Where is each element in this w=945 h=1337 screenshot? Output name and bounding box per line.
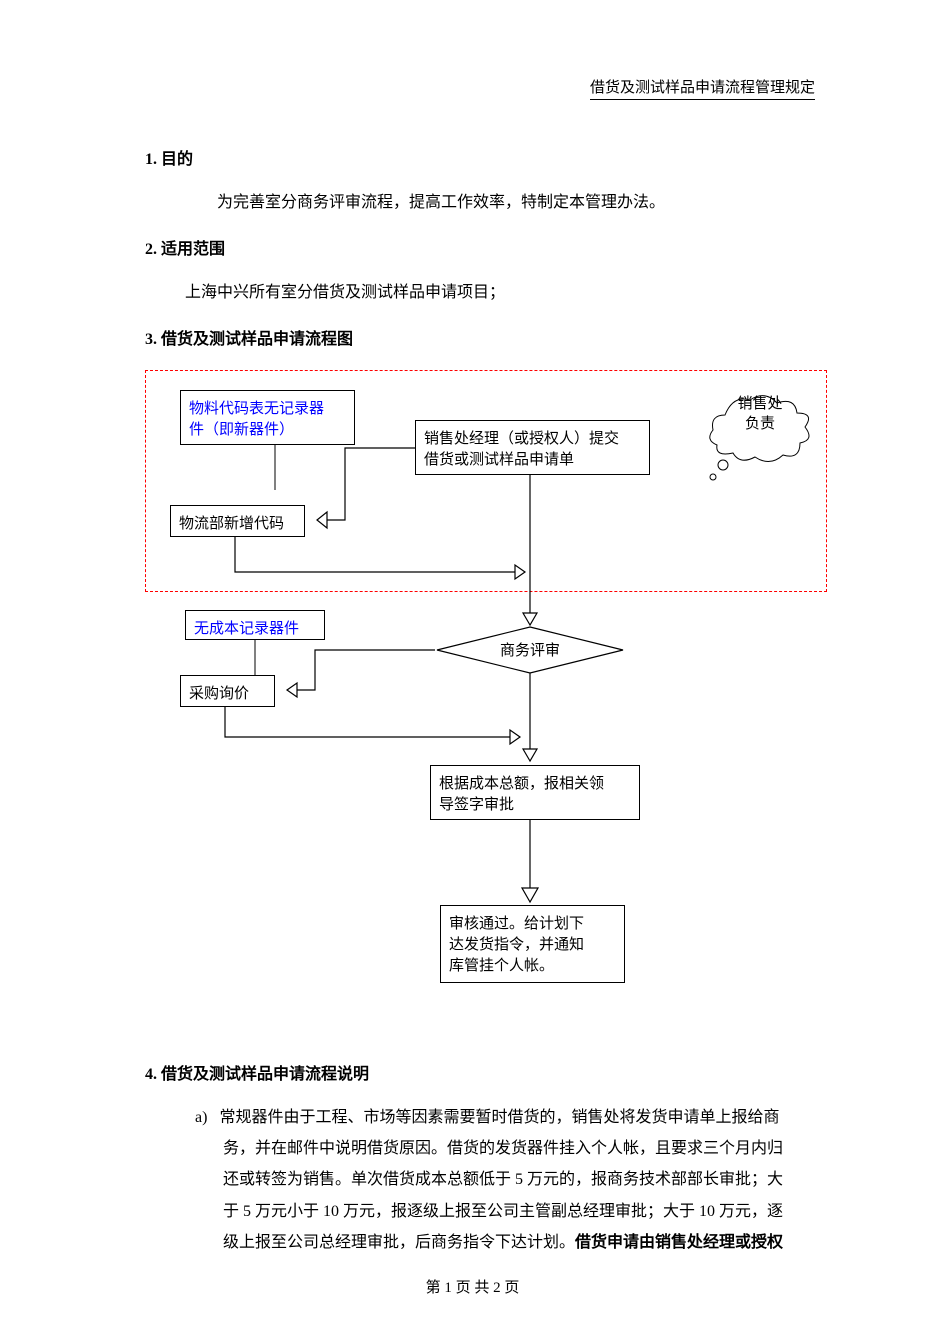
section-2-heading: 2. 适用范围 bbox=[145, 235, 225, 259]
flow-note-nocost: 无成本记录器件 bbox=[185, 610, 325, 640]
section-4a-line1: 常规器件由于工程、市场等因素需要暂时借货的，销售处将发货申请单上报给商 bbox=[219, 1109, 779, 1126]
flow-box-final: 审核通过。给计划下 达发货指令，并通知 库管挂个人帐。 bbox=[440, 905, 625, 983]
section-4a-line3: 还或转签为销售。单次借货成本总额低于 5 万元的，报商务技术部部长审批；大 bbox=[223, 1164, 783, 1195]
section-4a-line2: 务，并在邮件中说明借货原因。借货的发货器件挂入个人帐，且要求三个月内归 bbox=[223, 1133, 783, 1164]
footer-mid: 页 共 bbox=[456, 1280, 490, 1296]
section-3-heading: 3. 借货及测试样品申请流程图 bbox=[145, 325, 353, 349]
flow-cloud-text: 销售处 负责 bbox=[710, 385, 810, 440]
section-2-body: 上海中兴所有室分借货及测试样品申请项目； bbox=[185, 280, 805, 306]
flow-note-nocost-text: 无成本记录器件 bbox=[194, 621, 299, 637]
flow-note-new-item-line2: 件（即新器件） bbox=[189, 418, 346, 439]
section-4a-line4: 于 5 万元小于 10 万元，报逐级上报至公司主管副总经理审批；大于 10 万元… bbox=[223, 1196, 783, 1227]
flow-arrow-approve-to-final bbox=[520, 820, 540, 905]
section-4-item-a: a) 常规器件由于工程、市场等因素需要暂时借货的，销售处将发货申请单上报给商 务… bbox=[195, 1102, 825, 1258]
flow-connector-note1 bbox=[265, 445, 285, 495]
flow-cloud-responsible: 销售处 负责 bbox=[705, 385, 815, 455]
flow-box-newcode-text: 物流部新增代码 bbox=[179, 516, 284, 532]
footer-pre: 第 bbox=[426, 1280, 441, 1296]
section-4a-line5: 级上报至公司总经理审批，后商务指令下达计划。 bbox=[223, 1234, 575, 1251]
flow-cloud-line1: 销售处 bbox=[710, 395, 810, 415]
flow-note-new-item: 物料代码表无记录器 件（即新器件） bbox=[180, 390, 355, 445]
section-4-num: 4. bbox=[145, 1066, 157, 1083]
doc-header-title: 借货及测试样品申请流程管理规定 bbox=[590, 76, 815, 100]
flow-decision-review: 商务评审 bbox=[435, 625, 625, 675]
section-4a-line5-bold: 借货申请由销售处经理或授权 bbox=[575, 1234, 783, 1251]
flow-arrow-submit-to-decision bbox=[520, 475, 540, 630]
flow-arrow-inquiry-return bbox=[220, 707, 540, 752]
footer-total: 2 bbox=[493, 1280, 501, 1296]
section-1-heading: 1. 目的 bbox=[145, 145, 193, 169]
flow-box-approve-line2: 导签字审批 bbox=[439, 793, 631, 814]
flow-box-final-line2: 达发货指令，并通知 bbox=[449, 933, 616, 954]
flow-box-submit: 销售处经理（或授权人）提交 借货或测试样品申请单 bbox=[415, 420, 650, 475]
flow-box-approve-line1: 根据成本总额，报相关领 bbox=[439, 772, 631, 793]
flow-box-final-line3: 库管挂个人帐。 bbox=[449, 954, 616, 975]
flow-box-inquiry-text: 采购询价 bbox=[189, 686, 249, 702]
section-2-num: 2. bbox=[145, 241, 157, 258]
footer-post: 页 bbox=[504, 1280, 519, 1296]
flow-arrow-decision-to-inquiry bbox=[275, 640, 440, 700]
flow-decision-label: 商务评审 bbox=[435, 639, 625, 660]
section-3-num: 3. bbox=[145, 331, 157, 348]
flow-box-submit-line2: 借货或测试样品申请单 bbox=[424, 448, 641, 469]
section-4a-marker: a) bbox=[195, 1109, 207, 1126]
flowchart: 物料代码表无记录器 件（即新器件） 销售处经理（或授权人）提交 借货或测试样品申… bbox=[145, 370, 845, 1050]
footer-current: 1 bbox=[444, 1280, 452, 1296]
section-2-title: 适用范围 bbox=[161, 241, 225, 258]
flow-arrow-newcode-down bbox=[230, 537, 540, 587]
section-1-title: 目的 bbox=[161, 151, 193, 168]
flow-cloud-line2: 负责 bbox=[710, 415, 810, 435]
flow-arrow-decision-to-approve bbox=[520, 673, 540, 765]
section-4-heading: 4. 借货及测试样品申请流程说明 bbox=[145, 1060, 369, 1084]
flow-connector-note2 bbox=[245, 640, 265, 680]
section-4a-line5-wrap: 级上报至公司总经理审批，后商务指令下达计划。借货申请由销售处经理或授权 bbox=[223, 1227, 783, 1258]
flow-note-new-item-line1: 物料代码表无记录器 bbox=[189, 397, 346, 418]
flow-box-final-line1: 审核通过。给计划下 bbox=[449, 912, 616, 933]
flow-box-submit-line1: 销售处经理（或授权人）提交 bbox=[424, 427, 641, 448]
section-1-body: 为完善室分商务评审流程，提高工作效率，特制定本管理办法。 bbox=[185, 190, 805, 216]
flow-box-newcode: 物流部新增代码 bbox=[170, 505, 305, 537]
section-3-title: 借货及测试样品申请流程图 bbox=[161, 331, 353, 348]
flow-box-inquiry: 采购询价 bbox=[180, 675, 275, 707]
page-footer: 第 1 页 共 2 页 bbox=[0, 1276, 945, 1297]
page: 借货及测试样品申请流程管理规定 1. 目的 为完善室分商务评审流程，提高工作效率… bbox=[0, 0, 945, 1337]
flow-arrow-submit-to-newcode bbox=[305, 440, 420, 530]
flow-box-approve: 根据成本总额，报相关领 导签字审批 bbox=[430, 765, 640, 820]
section-1-num: 1. bbox=[145, 151, 157, 168]
section-4-title: 借货及测试样品申请流程说明 bbox=[161, 1066, 369, 1083]
